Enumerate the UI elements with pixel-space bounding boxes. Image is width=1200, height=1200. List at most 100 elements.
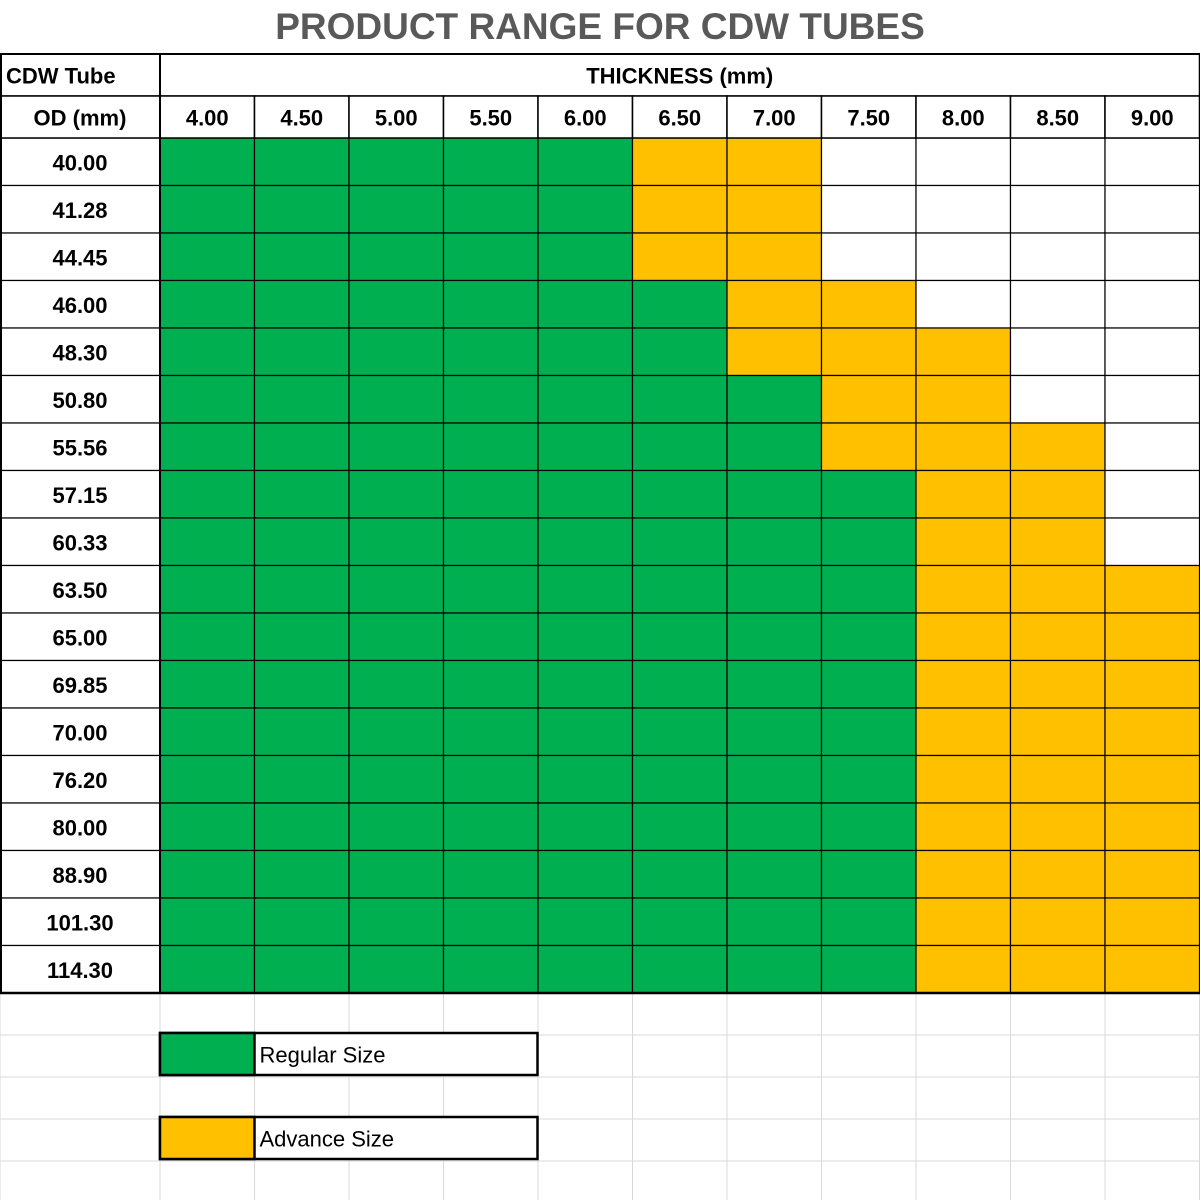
range-cell — [253, 374, 350, 424]
legend-label: Advance Size — [260, 1127, 395, 1152]
range-cell — [915, 897, 1012, 947]
range-cell — [159, 279, 256, 329]
range-cell — [820, 184, 917, 234]
thickness-header-label: 6.50 — [658, 106, 701, 131]
range-cell — [631, 802, 728, 852]
row-label-cell — [0, 517, 161, 567]
range-cell — [915, 707, 1012, 757]
row-label-cell — [0, 232, 161, 282]
range-cell — [348, 897, 445, 947]
range-cell — [820, 374, 917, 424]
range-cell — [1104, 184, 1200, 234]
range-cell — [348, 612, 445, 662]
range-cell — [348, 707, 445, 757]
range-cell — [726, 897, 823, 947]
thickness-header-label: 4.50 — [280, 106, 323, 131]
row-label-od: 48.30 — [52, 340, 107, 365]
thickness-header-label: 7.50 — [847, 106, 890, 131]
range-cell — [253, 944, 350, 994]
range-cell — [159, 897, 256, 947]
range-cell — [915, 137, 1012, 187]
range-cell — [442, 612, 539, 662]
range-cell — [159, 754, 256, 804]
range-cell — [442, 802, 539, 852]
range-cell — [1104, 564, 1200, 614]
range-cell — [631, 754, 728, 804]
range-cell — [631, 469, 728, 519]
range-cell — [915, 564, 1012, 614]
range-cell — [253, 422, 350, 472]
range-cell — [726, 374, 823, 424]
range-cell — [1104, 612, 1200, 662]
range-cell — [537, 469, 634, 519]
range-cell — [159, 802, 256, 852]
range-cell — [631, 564, 728, 614]
range-cell — [442, 279, 539, 329]
range-cell — [537, 327, 634, 377]
range-cell — [820, 849, 917, 899]
row-label-cell — [0, 802, 161, 852]
row-label-od: 40.00 — [52, 150, 107, 175]
range-cell — [1009, 422, 1106, 472]
row-label-cell — [0, 754, 161, 804]
corner-bottom-cell — [0, 95, 161, 139]
row-label-od: 65.00 — [52, 625, 107, 650]
row-label-od: 41.28 — [52, 198, 107, 223]
range-cell — [253, 279, 350, 329]
range-cell — [159, 849, 256, 899]
range-cell — [1009, 327, 1106, 377]
range-cell — [159, 707, 256, 757]
range-cell — [820, 612, 917, 662]
range-cell — [348, 279, 445, 329]
range-cell — [537, 279, 634, 329]
range-cell — [1009, 564, 1106, 614]
range-cell — [348, 564, 445, 614]
range-cell — [253, 232, 350, 282]
range-cell — [442, 374, 539, 424]
range-cell — [820, 469, 917, 519]
range-cell — [820, 659, 917, 709]
range-cell — [915, 232, 1012, 282]
range-cell — [253, 707, 350, 757]
row-label-cell — [0, 564, 161, 614]
range-cell — [442, 422, 539, 472]
range-cell — [726, 184, 823, 234]
range-cell — [915, 612, 1012, 662]
range-cell — [159, 232, 256, 282]
row-label-cell — [0, 327, 161, 377]
range-cell — [631, 374, 728, 424]
range-cell — [1104, 754, 1200, 804]
range-cell — [159, 944, 256, 994]
row-label-od: 114.30 — [47, 958, 113, 983]
range-cell — [253, 754, 350, 804]
range-cell — [1009, 802, 1106, 852]
range-cell — [537, 137, 634, 187]
range-cell — [537, 422, 634, 472]
corner-label-top: CDW Tube — [6, 64, 116, 89]
thickness-header-cell — [820, 95, 917, 139]
range-cell — [631, 327, 728, 377]
thickness-header-label: 9.00 — [1131, 106, 1174, 131]
range-cell — [348, 754, 445, 804]
range-cell — [820, 232, 917, 282]
range-cell — [820, 137, 917, 187]
range-cell — [1009, 184, 1106, 234]
thickness-header-cell — [631, 95, 728, 139]
range-cell — [726, 564, 823, 614]
range-cell — [915, 849, 1012, 899]
range-cell — [442, 897, 539, 947]
range-cell — [442, 707, 539, 757]
row-label-od: 76.20 — [52, 768, 107, 793]
row-label-cell — [0, 184, 161, 234]
range-cell — [1104, 802, 1200, 852]
range-cell — [348, 374, 445, 424]
range-cell — [915, 944, 1012, 994]
range-cell — [631, 422, 728, 472]
range-cell — [159, 184, 256, 234]
range-cell — [631, 279, 728, 329]
range-cell — [1104, 849, 1200, 899]
range-cell — [915, 184, 1012, 234]
range-cell — [253, 517, 350, 567]
range-cell — [820, 327, 917, 377]
